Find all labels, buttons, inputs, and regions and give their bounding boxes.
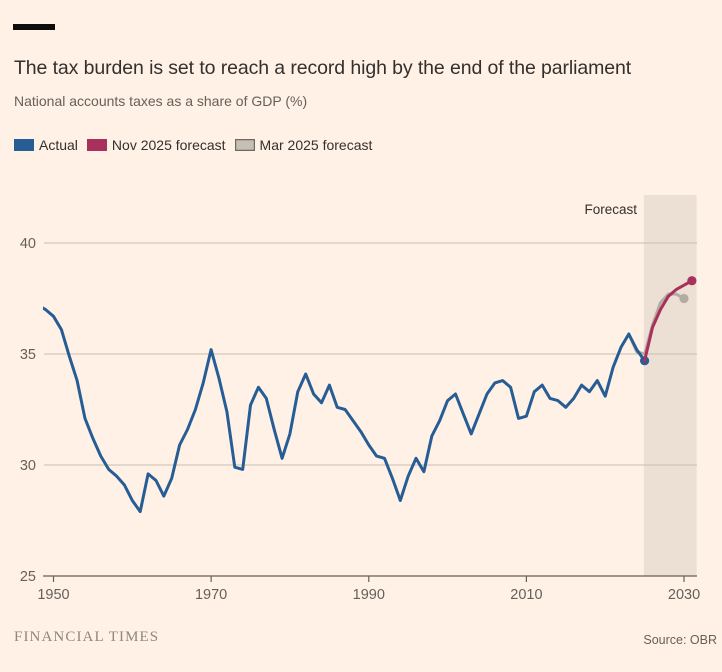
actual-swatch-icon <box>14 139 34 151</box>
nov-2025-forecast-swatch-icon <box>86 139 107 151</box>
forecast-band-label: Forecast <box>584 202 637 217</box>
nov-2025-forecast-end-dot <box>687 276 697 286</box>
x-tick-label: 1990 <box>353 587 385 603</box>
legend-item-actual: Actual <box>14 137 78 153</box>
legend-label: Nov 2025 forecast <box>111 137 226 153</box>
y-tick-label: 30 <box>20 458 36 474</box>
legend: Actual Nov 2025 forecast Mar 2025 foreca… <box>14 137 381 153</box>
legend-label: Actual <box>39 137 78 153</box>
series-nov-2025-forecast <box>643 276 697 363</box>
series-actual <box>43 306 650 514</box>
x-tick-label: 2010 <box>510 587 542 603</box>
x-tick-label: 2030 <box>668 587 700 603</box>
gridlines <box>44 242 697 466</box>
x-tick-label: 1950 <box>37 587 69 603</box>
legend-item-mar-2025-forecast: Mar 2025 forecast <box>234 137 373 153</box>
financial-times-logo: FINANCIAL TIMES <box>14 629 160 645</box>
y-tick-label: 35 <box>20 347 36 363</box>
y-tick-label: 25 <box>20 569 36 585</box>
forecast-band <box>643 195 697 576</box>
chart-subtitle: National accounts taxes as a share of GD… <box>14 93 308 109</box>
chart-title: The tax burden is set to reach a record … <box>14 57 632 80</box>
y-axis: 25 30 35 40 <box>20 236 36 585</box>
mar-2025-forecast-end-dot <box>679 293 689 304</box>
mar-2025-forecast-swatch-icon <box>234 139 255 151</box>
legend-label: Mar 2025 forecast <box>259 137 373 153</box>
legend-item-nov-2025-forecast: Nov 2025 forecast <box>86 137 226 153</box>
source-note: Source: OBR <box>643 633 717 647</box>
x-tick-label: 1970 <box>195 587 227 603</box>
y-tick-label: 40 <box>20 236 36 252</box>
title-accent-bar <box>13 24 55 30</box>
x-axis: 1950 1970 1990 2010 2030 <box>37 575 700 603</box>
